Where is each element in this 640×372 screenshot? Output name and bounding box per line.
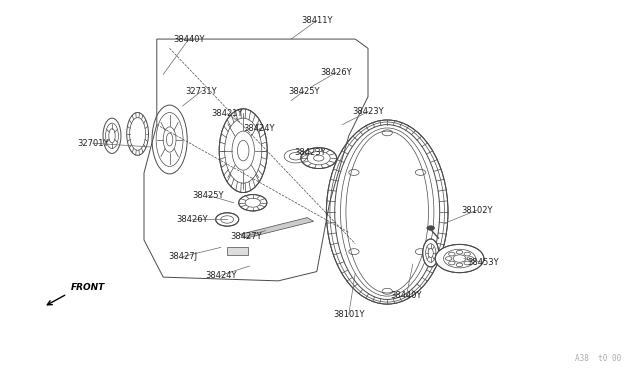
Text: 38424Y: 38424Y (205, 271, 237, 280)
Text: 38427J: 38427J (168, 252, 197, 261)
Text: 32701Y: 32701Y (77, 139, 109, 148)
Polygon shape (227, 247, 248, 255)
Text: 38425Y: 38425Y (192, 191, 224, 200)
Circle shape (216, 213, 239, 226)
Text: 38411Y: 38411Y (301, 16, 333, 25)
Text: FRONT: FRONT (70, 283, 105, 292)
Text: 38423Y: 38423Y (352, 107, 384, 116)
Circle shape (427, 226, 435, 230)
Ellipse shape (326, 120, 448, 304)
Text: 38423Y: 38423Y (294, 148, 326, 157)
Text: 38102Y: 38102Y (461, 206, 493, 215)
Text: 38440Y: 38440Y (173, 35, 205, 44)
Text: 38440Y: 38440Y (390, 291, 422, 300)
Text: 38421Y: 38421Y (211, 109, 243, 118)
Text: A38  t0 00: A38 t0 00 (575, 354, 621, 363)
Circle shape (301, 148, 337, 169)
Text: 38427Y: 38427Y (230, 232, 262, 241)
Ellipse shape (423, 239, 439, 267)
Ellipse shape (219, 109, 268, 193)
Polygon shape (240, 218, 314, 238)
Text: 38101Y: 38101Y (333, 310, 365, 319)
Text: 38453Y: 38453Y (467, 258, 499, 267)
Text: 32731Y: 32731Y (186, 87, 218, 96)
Text: 38426Y: 38426Y (176, 215, 208, 224)
Text: 38425Y: 38425Y (288, 87, 320, 96)
Circle shape (239, 195, 267, 211)
Circle shape (435, 244, 484, 273)
Text: 38426Y: 38426Y (320, 68, 352, 77)
Text: 38424Y: 38424Y (243, 124, 275, 133)
